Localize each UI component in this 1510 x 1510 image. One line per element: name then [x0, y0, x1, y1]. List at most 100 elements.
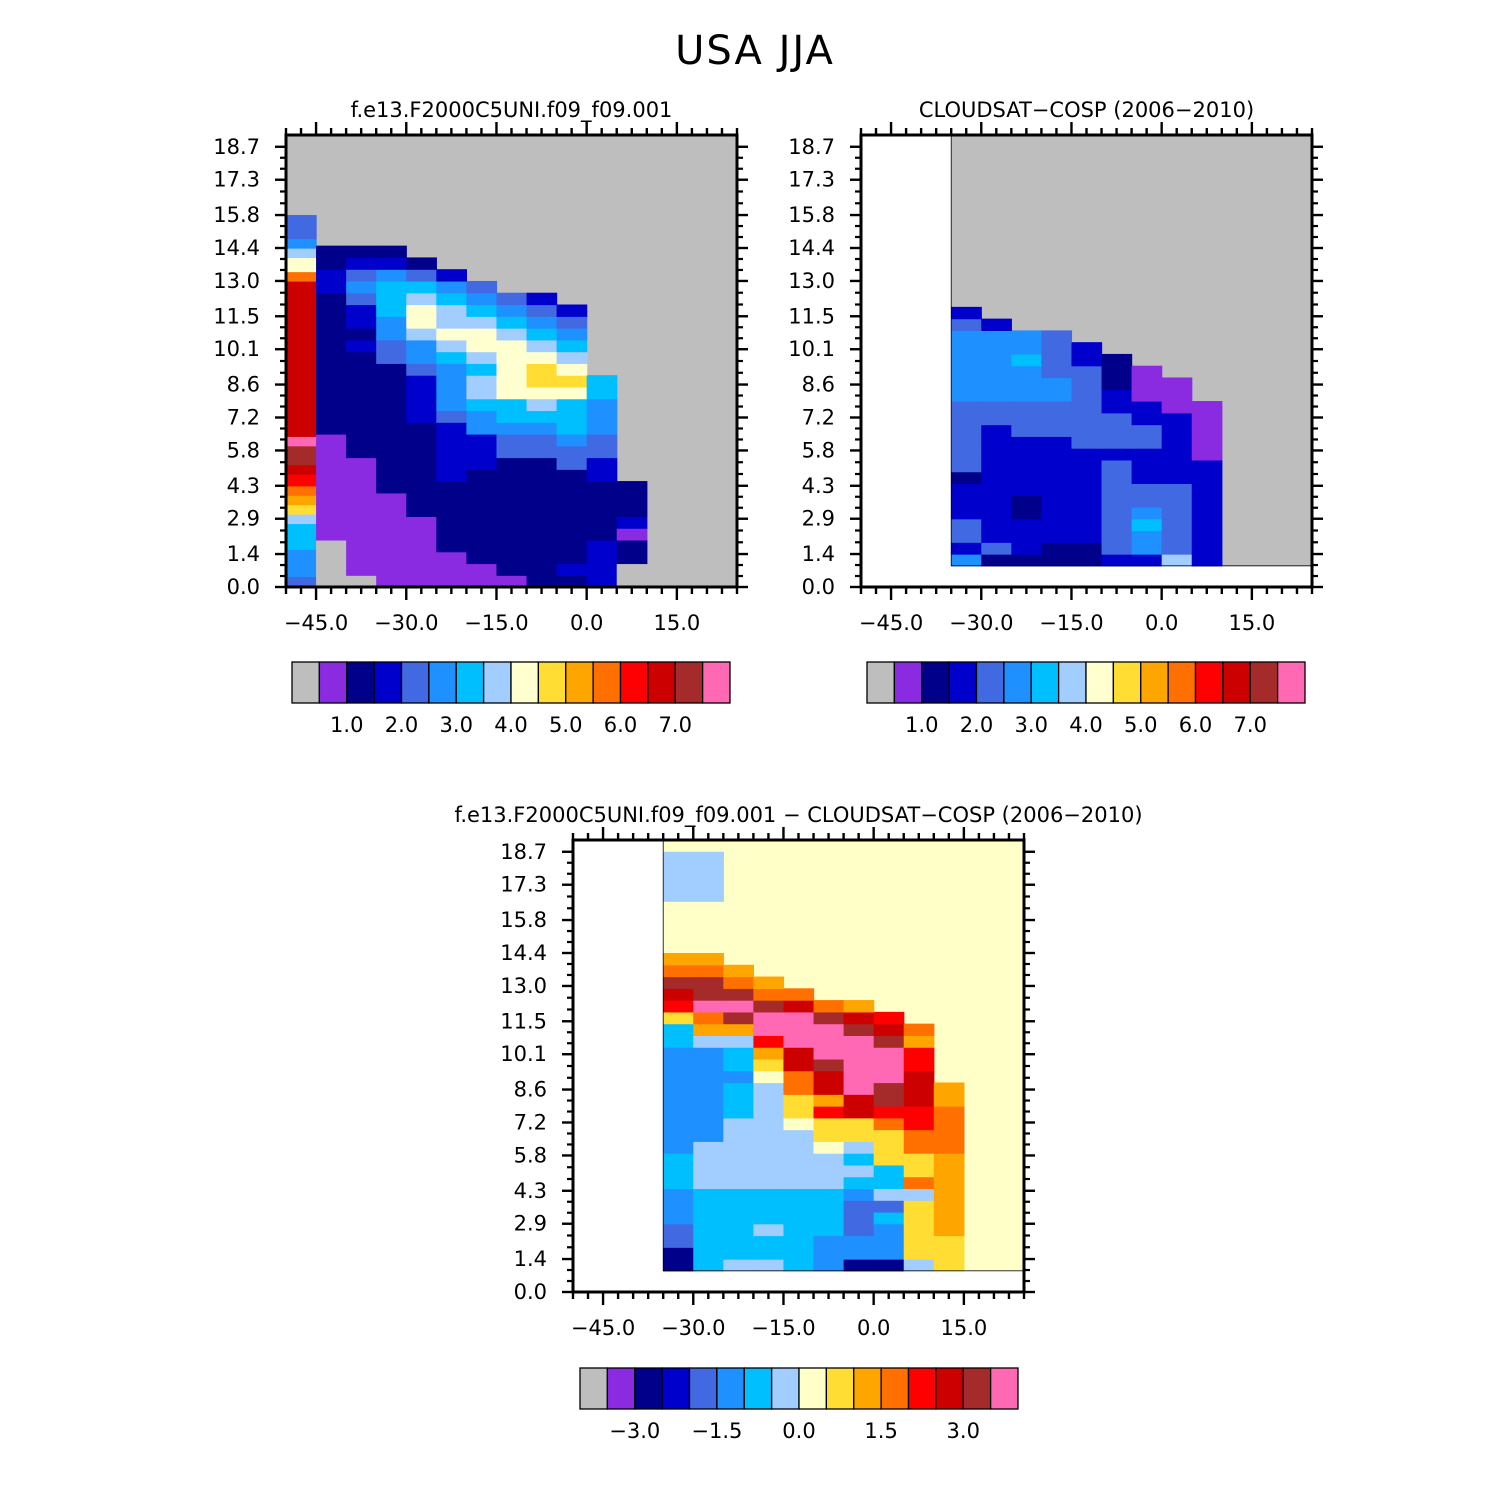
heatmap-cell — [1131, 483, 1163, 496]
heatmap-cell — [723, 1106, 754, 1119]
heatmap-cell — [903, 1047, 935, 1060]
heatmap-cell — [1011, 506, 1042, 520]
heatmap-cell — [1131, 401, 1163, 414]
colorbar-swatch — [400, 661, 430, 704]
heatmap-cell — [1071, 424, 1103, 437]
heatmap-cell — [346, 516, 377, 529]
heatmap-cell — [496, 433, 528, 447]
heatmap-cell — [783, 1188, 815, 1201]
heatmap-cell — [466, 339, 498, 353]
x-tick-label: −45.0 — [571, 1316, 635, 1340]
heatmap-cell — [286, 537, 317, 550]
heatmap-cell — [346, 398, 377, 412]
heatmap-cell — [466, 328, 498, 341]
colorbar-swatch — [579, 1367, 609, 1410]
heatmap-cell — [586, 386, 618, 400]
heatmap-cell — [436, 551, 467, 565]
heatmap-cell — [466, 516, 498, 529]
heatmap-cell — [406, 386, 437, 400]
heatmap-cell — [951, 424, 982, 437]
heatmap-cell — [693, 964, 724, 978]
heatmap-cell — [526, 375, 558, 388]
heatmap-cell — [903, 1058, 935, 1072]
heatmap-cell — [843, 1058, 875, 1072]
heatmap-cell — [873, 1211, 905, 1225]
heatmap-cell — [1101, 542, 1133, 555]
heatmap-cell — [316, 433, 347, 447]
heatmap-cell — [346, 481, 377, 494]
heatmap-cell — [496, 328, 528, 341]
heatmap-cell — [753, 976, 785, 989]
heatmap-cell — [1161, 518, 1193, 532]
colorbar-swatch — [647, 661, 676, 704]
heatmap-cell — [1101, 412, 1133, 426]
y-tick-label: 13.0 — [500, 974, 547, 998]
heatmap-cell — [843, 1259, 875, 1272]
heatmap-cell — [556, 504, 588, 517]
colorbar-swatch — [619, 661, 649, 704]
heatmap-cell — [1041, 483, 1073, 496]
heatmap-cell — [526, 516, 558, 529]
heatmap-cell — [376, 245, 407, 259]
heatmap-cell — [981, 506, 1012, 520]
colorbar-swatch — [907, 1367, 937, 1410]
heatmap-cell — [316, 304, 347, 317]
heatmap-cell — [753, 1259, 785, 1272]
heatmap-cell — [873, 1117, 905, 1131]
heatmap-cell — [951, 554, 982, 567]
heatmap-cell — [1041, 330, 1073, 343]
heatmap-cell — [346, 304, 377, 317]
heatmap-cell — [1131, 424, 1163, 437]
heatmap-cell — [981, 554, 1012, 567]
colorbar: −3.0 −1.5 0.0 1.5 3.0 — [579, 1367, 1019, 1443]
heatmap-cell — [406, 351, 437, 364]
heatmap-cell — [933, 1141, 965, 1154]
heatmap-cell — [376, 386, 407, 400]
heatmap-cell — [813, 1094, 845, 1107]
heatmap-cell — [496, 481, 528, 494]
heatmap-cell — [723, 976, 754, 989]
heatmap-cell — [753, 988, 785, 1001]
heatmap-cell — [663, 1223, 694, 1237]
heatmap-cell — [933, 1082, 965, 1095]
heatmap-cell — [1101, 518, 1133, 532]
heatmap-cell — [1101, 506, 1133, 520]
heatmap-cell — [843, 1011, 875, 1025]
heatmap-cell — [693, 1247, 724, 1260]
heatmap-cell — [286, 436, 317, 447]
heatmap-cell — [406, 516, 437, 529]
heatmap-cell — [981, 448, 1012, 461]
heatmap-cell — [616, 575, 648, 587]
y-tick-label: 5.8 — [514, 1143, 547, 1167]
heatmap-cell — [843, 1035, 875, 1048]
heatmap-cell — [981, 530, 1012, 543]
heatmap-cell — [693, 1235, 724, 1248]
heatmap-cell — [1161, 389, 1193, 402]
colorbar-label: 7.0 — [1234, 713, 1267, 737]
heatmap-cell — [873, 1235, 905, 1248]
heatmap-cell — [376, 539, 407, 553]
heatmap-cell — [1131, 436, 1163, 449]
heatmap-cell — [316, 257, 347, 270]
heatmap-cell — [1131, 389, 1163, 402]
heatmap-cell — [873, 1247, 905, 1260]
heatmap-cell — [813, 1082, 845, 1095]
y-tick-label: 17.3 — [500, 873, 547, 897]
heatmap-cell — [1071, 530, 1103, 543]
heatmap-cell — [436, 422, 467, 435]
colorbar-swatch — [592, 661, 622, 704]
heatmap-cell — [813, 1117, 845, 1131]
heatmap-cell — [981, 483, 1012, 496]
heatmap-cell — [436, 386, 467, 400]
heatmap-cell — [663, 1235, 694, 1248]
heatmap-cell — [903, 1070, 935, 1084]
heatmap-cell — [1191, 412, 1223, 426]
y-tick-label: 13.0 — [788, 269, 835, 293]
heatmap-cell — [1161, 483, 1193, 496]
heatmap-cell — [526, 492, 558, 506]
heatmap-cell — [951, 389, 982, 402]
heatmap-cell — [663, 1047, 694, 1060]
heatmap-cell — [753, 1188, 785, 1201]
x-tick-label: −45.0 — [284, 611, 348, 635]
heatmap-cell — [376, 481, 407, 494]
